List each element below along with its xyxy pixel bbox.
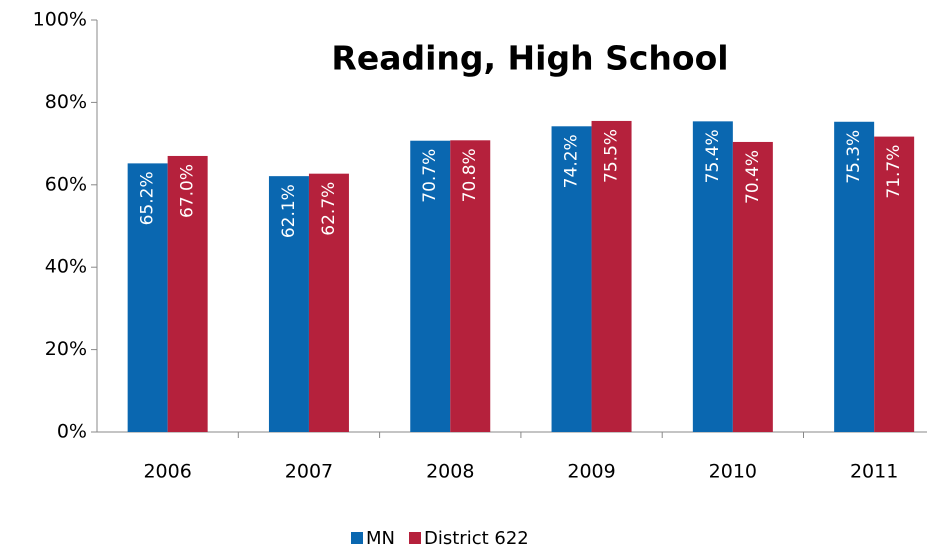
bar: [551, 126, 592, 433]
y-tick-label: 40%: [45, 256, 87, 278]
value-label: 70.7%: [420, 149, 440, 203]
legend-label: District 622: [424, 528, 529, 549]
value-label: 62.1%: [279, 184, 299, 238]
y-tick-label: 0%: [57, 421, 87, 443]
legend-swatch: [351, 532, 363, 544]
bar: [732, 141, 773, 432]
y-tick-label: 80%: [45, 91, 87, 113]
y-tick-label: 20%: [45, 338, 87, 360]
bar: [268, 176, 309, 432]
y-tick-label: 100%: [33, 9, 87, 31]
x-tick-label: 2007: [285, 461, 333, 483]
x-tick-label: 2010: [709, 461, 757, 483]
value-label: 75.5%: [602, 129, 622, 183]
value-label: 70.8%: [460, 148, 480, 202]
x-tick-label: 2011: [850, 461, 898, 483]
x-tick-label: 2008: [426, 461, 474, 483]
x-tick-label: 2009: [567, 461, 615, 483]
value-label: 65.2%: [138, 171, 158, 225]
bar: [834, 121, 875, 432]
bar: [692, 121, 733, 433]
bar: [450, 140, 491, 432]
bar: [410, 140, 451, 432]
value-label: 71.7%: [884, 145, 904, 199]
value-label: 74.2%: [562, 134, 582, 188]
value-label: 75.4%: [703, 129, 723, 183]
y-tick-label: 60%: [45, 173, 87, 195]
value-label: 62.7%: [319, 182, 339, 236]
bar: [308, 173, 349, 432]
value-label: 75.3%: [844, 130, 864, 184]
bar: [167, 155, 208, 432]
x-tick-label: 2006: [143, 461, 191, 483]
legend-swatch: [409, 532, 421, 544]
bar: [591, 120, 632, 432]
bar: [127, 163, 168, 432]
legend-label: MN: [366, 528, 395, 549]
value-label: 70.4%: [743, 150, 763, 204]
value-label: 67.0%: [178, 164, 198, 218]
chart-title: Reading, High School: [331, 39, 728, 78]
bar: [874, 136, 915, 432]
